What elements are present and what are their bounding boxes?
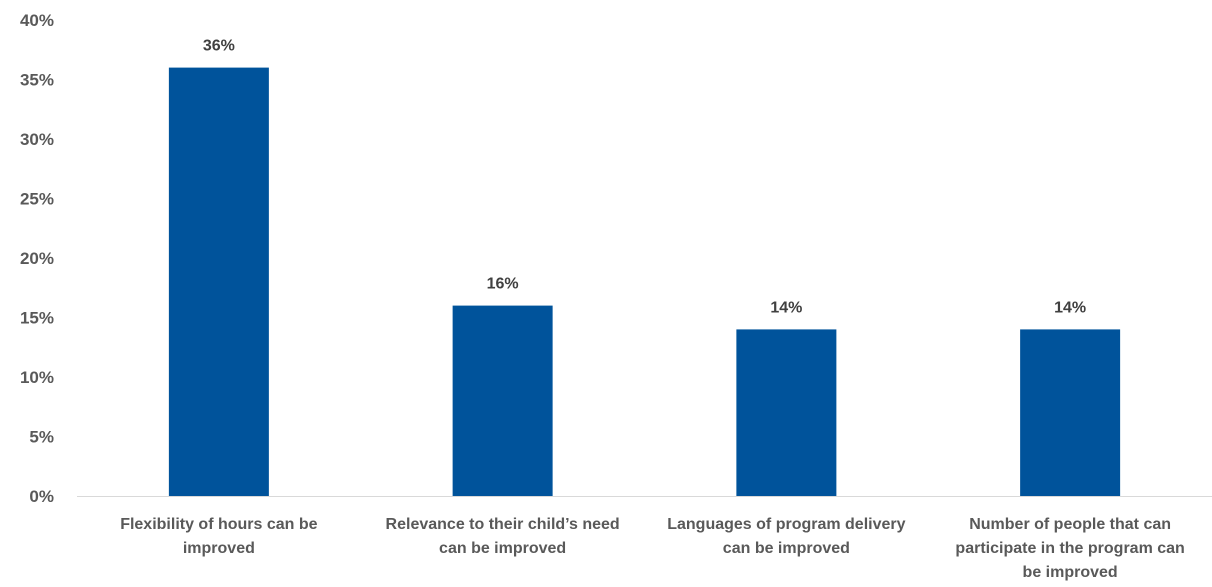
bar	[736, 329, 837, 496]
y-tick-label: 25%	[20, 190, 54, 209]
category-labels: Flexibility of hours can be improved Relev…	[120, 516, 1185, 581]
y-tick-label: 20%	[20, 249, 54, 268]
bar	[168, 67, 269, 496]
data-label: 36%	[203, 38, 235, 55]
y-tick-label: 0%	[29, 487, 54, 506]
x-tick-label: Languages of program delivery can be impr…	[667, 516, 905, 557]
bar	[452, 305, 553, 496]
y-tick-label: 35%	[20, 71, 54, 90]
x-tick-label: Relevance to their child’s need can be im…	[386, 516, 620, 557]
y-tick-label: 30%	[20, 130, 54, 149]
data-labels: 36% 16% 14% 14%	[203, 38, 1086, 317]
bar	[1020, 329, 1121, 496]
x-tick-label: Number of people that can participate in …	[955, 516, 1184, 581]
y-tick-label: 5%	[29, 428, 54, 447]
data-label: 16%	[487, 276, 519, 293]
bars	[168, 67, 1121, 496]
data-label: 14%	[1054, 299, 1086, 316]
y-axis: 0% 5% 10% 15% 20% 25% 30% 35% 40%	[20, 11, 54, 506]
y-tick-label: 10%	[20, 368, 54, 387]
y-tick-label: 15%	[20, 309, 54, 328]
data-label: 14%	[770, 299, 802, 316]
y-tick-label: 40%	[20, 11, 54, 30]
x-tick-label: Flexibility of hours can be improved	[120, 516, 317, 557]
